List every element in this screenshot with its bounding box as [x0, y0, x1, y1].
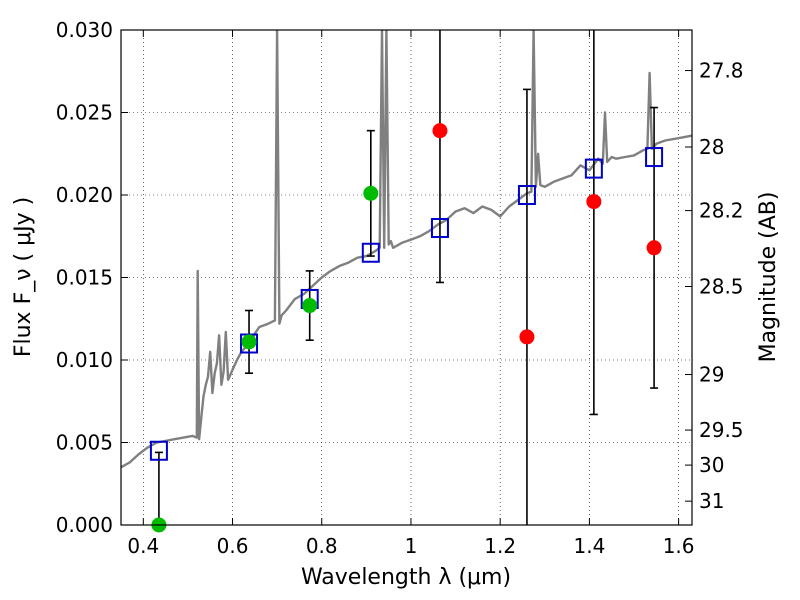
y-axis-label: Flux F_ν ( μJy ) — [11, 197, 36, 357]
grid-lines — [121, 29, 692, 526]
model-square-marker — [361, 242, 380, 263]
model-square-marker — [430, 218, 449, 238]
measured-flux-marker — [302, 298, 318, 314]
model-square-marker — [645, 147, 664, 168]
spectrum-layer — [121, 30, 692, 469]
x-tick-label: 1 — [405, 534, 418, 558]
model-square-marker — [149, 440, 168, 461]
measured-flux-marker — [432, 123, 448, 139]
y-tick-label: 0.000 — [56, 513, 113, 537]
right-tick-label: 28.5 — [699, 275, 744, 299]
y-tick-label: 0.025 — [56, 101, 113, 125]
right-tick-label: 31 — [699, 489, 724, 513]
x-tick-label: 1.6 — [663, 534, 695, 558]
right-tick-label: 28 — [699, 135, 724, 159]
x-tick-label: 0.6 — [217, 534, 249, 558]
x-axis-label: Wavelength λ (μm) — [301, 565, 511, 590]
markers-layer — [149, 123, 664, 533]
measured-flux-marker — [363, 185, 379, 201]
right-tick-label: 28.2 — [699, 199, 744, 223]
plot-area — [121, 30, 692, 525]
y-tick-label: 0.015 — [56, 266, 113, 290]
model-square-marker — [517, 185, 536, 205]
right-tick-label: 29 — [699, 363, 724, 387]
x-tick-label: 0.4 — [127, 534, 159, 558]
x-tick-label: 1.4 — [573, 534, 605, 558]
right-tick-label: 27.8 — [699, 59, 744, 83]
x-tick-label: 0.8 — [306, 534, 338, 558]
axis-ticks: 0.4 0.6 0.8 1 1.2 1.4 1.6 0.000 0.005 0.010 0.015 0… — [56, 18, 744, 558]
right-tick-label: 29.5 — [699, 418, 744, 442]
y-tick-label: 0.005 — [56, 431, 113, 455]
right-axis-label: Magnitude (AB) — [756, 192, 781, 363]
right-tick-label: 30 — [699, 453, 724, 477]
x-tick-label: 1.2 — [484, 534, 516, 558]
y-tick-label: 0.030 — [56, 18, 113, 42]
y-tick-label: 0.010 — [56, 348, 113, 372]
model-square-marker — [584, 158, 603, 179]
measured-flux-marker — [586, 194, 602, 210]
measured-flux-marker — [241, 334, 257, 350]
measured-flux-marker — [519, 329, 535, 345]
spectrum-line — [121, 30, 692, 469]
y-tick-label: 0.020 — [56, 183, 113, 207]
measured-flux-marker — [646, 240, 662, 256]
